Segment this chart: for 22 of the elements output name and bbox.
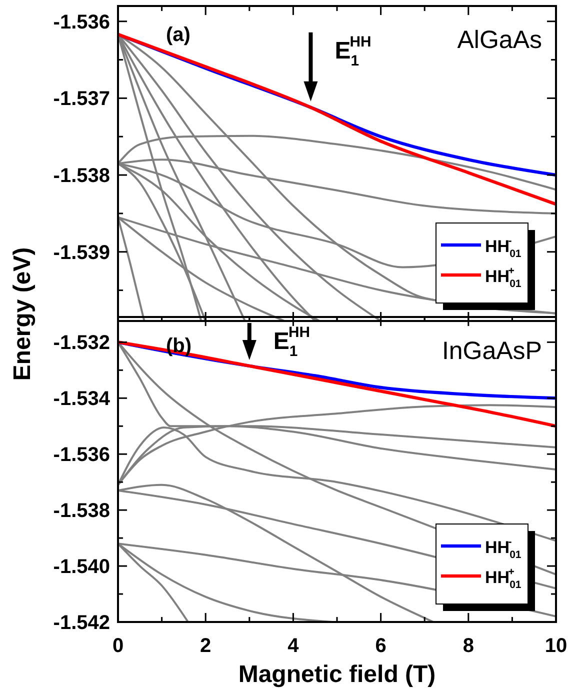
y-tick-label: -1.536 (53, 11, 110, 34)
x-tick-label: 0 (112, 635, 124, 657)
y-tick-label: -1.540 (53, 556, 110, 578)
annotation: InGaAsP (442, 337, 542, 365)
x-tick-label: 4 (288, 635, 300, 657)
annotation: (b) (166, 335, 192, 357)
x-tick-label: 6 (375, 635, 386, 657)
y-tick-label: -1.538 (53, 165, 110, 188)
y-axis-title: Energy (eV) (9, 247, 36, 381)
x-tick-label: 10 (544, 635, 568, 657)
y-tick-label: -1.536 (53, 444, 110, 466)
y-tick-label: -1.537 (53, 88, 110, 110)
x-axis-title: Magnetic field (T) (238, 661, 436, 688)
annotation: AlGaAs (457, 26, 542, 54)
x-tick-label: 2 (200, 635, 212, 657)
y-tick-label: -1.539 (53, 242, 110, 264)
y-tick-label: -1.534 (53, 388, 111, 410)
y-tick-label: -1.538 (53, 500, 110, 522)
y-tick-label: -1.532 (53, 332, 110, 354)
x-tick-label: 8 (462, 635, 474, 657)
annotation: (a) (166, 24, 190, 46)
y-tick-label: -1.542 (53, 612, 110, 634)
